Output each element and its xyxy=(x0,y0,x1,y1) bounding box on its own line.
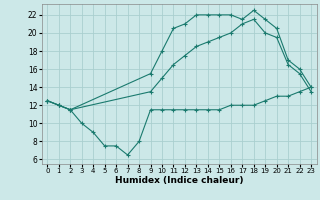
X-axis label: Humidex (Indice chaleur): Humidex (Indice chaleur) xyxy=(115,176,244,185)
